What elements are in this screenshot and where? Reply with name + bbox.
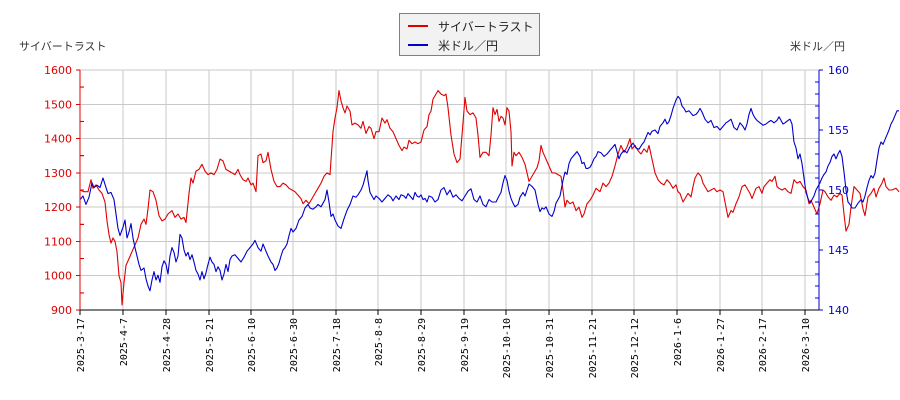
svg-text:2025-9-19: 2025-9-19: [460, 318, 471, 372]
right-axis-title: 米ドル／円: [790, 40, 845, 53]
svg-text:160: 160: [828, 64, 849, 77]
svg-text:140: 140: [828, 304, 849, 317]
series-lines: [79, 90, 900, 306]
svg-text:2026-1-27: 2026-1-27: [716, 318, 727, 372]
svg-text:1600: 1600: [44, 64, 72, 77]
svg-text:1100: 1100: [44, 235, 72, 248]
svg-text:2026-1-6: 2026-1-6: [673, 318, 684, 366]
svg-text:1500: 1500: [44, 98, 72, 111]
svg-text:900: 900: [51, 304, 72, 317]
legend-label: サイバートラスト: [438, 19, 534, 34]
svg-text:2025-11-21: 2025-11-21: [588, 318, 599, 378]
legend-item-cybertrust: サイバートラスト: [408, 17, 534, 35]
legend-item-usdjpy: 米ドル／円: [408, 36, 498, 54]
legend-swatch-blue-icon: [408, 44, 428, 46]
svg-text:2025-3-17: 2025-3-17: [76, 318, 87, 372]
grid-lines: [80, 69, 819, 310]
usdjpy-line: [79, 95, 899, 292]
svg-text:2025-12-12: 2025-12-12: [630, 318, 641, 378]
axis-tick-labels: 900 1000 1100 1200 1300 1400 1500 1600 140 145 150…: [44, 64, 849, 378]
svg-text:2025-6-10: 2025-6-10: [247, 318, 258, 372]
legend: サイバートラスト 米ドル／円: [399, 13, 540, 56]
svg-text:145: 145: [828, 244, 849, 257]
svg-text:2025-6-30: 2025-6-30: [289, 318, 300, 372]
axes: [76, 69, 823, 315]
svg-text:1300: 1300: [44, 167, 72, 180]
cybertrust-line: [79, 90, 900, 306]
svg-text:155: 155: [828, 124, 849, 137]
svg-text:2026-2-17: 2026-2-17: [758, 318, 769, 372]
svg-text:2025-5-21: 2025-5-21: [205, 318, 216, 372]
left-axis-title: サイバートラスト: [19, 40, 107, 53]
svg-text:1400: 1400: [44, 133, 72, 146]
svg-text:2025-8-29: 2025-8-29: [417, 318, 428, 372]
svg-text:2025-4-7: 2025-4-7: [119, 318, 130, 366]
svg-text:2026-3-10: 2026-3-10: [801, 318, 812, 372]
svg-text:2025-10-31: 2025-10-31: [545, 318, 556, 378]
svg-text:1000: 1000: [44, 270, 72, 283]
legend-swatch-red-icon: [408, 25, 428, 27]
svg-text:2025-4-28: 2025-4-28: [162, 318, 173, 372]
svg-text:150: 150: [828, 184, 849, 197]
svg-text:2025-10-10: 2025-10-10: [502, 318, 513, 378]
svg-text:2025-7-18: 2025-7-18: [332, 318, 343, 372]
svg-text:1200: 1200: [44, 201, 72, 214]
svg-text:2025-8-8: 2025-8-8: [374, 318, 385, 366]
legend-label: 米ドル／円: [438, 38, 499, 53]
